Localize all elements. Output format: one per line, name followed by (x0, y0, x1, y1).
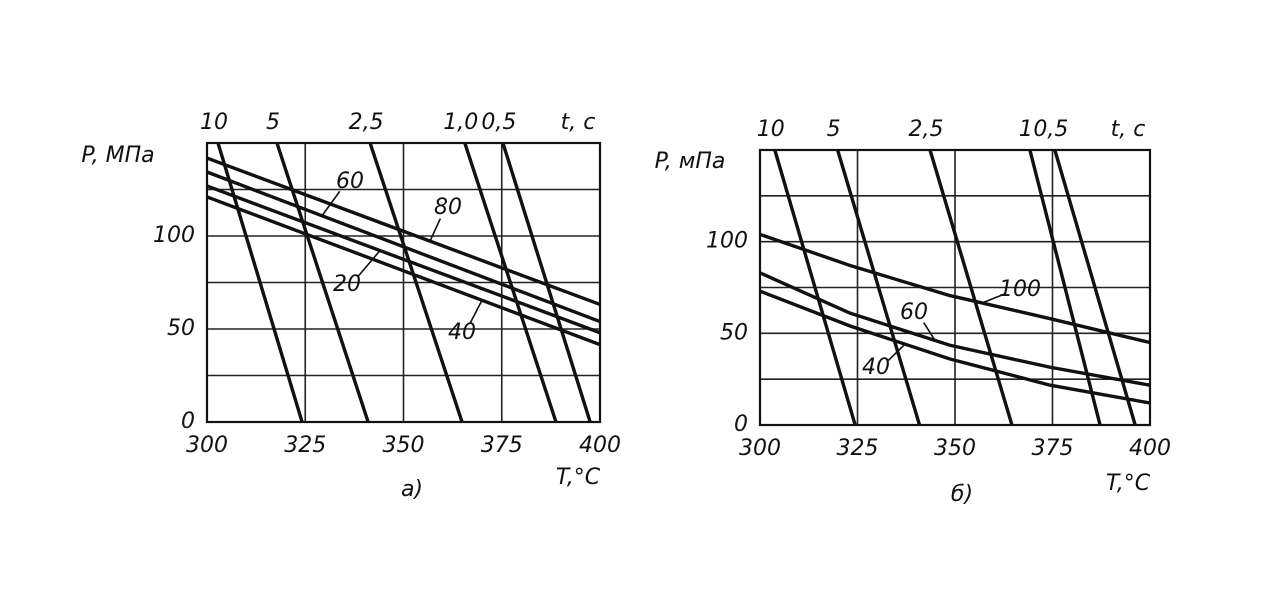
y-tick-label: 0 (734, 412, 748, 437)
plot-frame (758, 148, 1152, 427)
time-line (368, 142, 464, 423)
pressure-line (206, 195, 601, 347)
x-axis-label: T,°C (556, 465, 601, 490)
curve-label: 40 (448, 320, 476, 345)
curve-label: 60 (900, 300, 928, 325)
subtitle: б) (951, 482, 973, 507)
time-line-label: 5 (827, 117, 841, 142)
y-axis-label: P, мПа (655, 149, 726, 174)
y-tick-label: 100 (153, 223, 195, 248)
time-line (501, 142, 592, 423)
x-tick-label: 350 (383, 433, 425, 458)
pressure-line (206, 184, 601, 335)
pressure-line (759, 271, 1151, 387)
pressure-line (759, 232, 1151, 345)
x-tick-label: 350 (934, 436, 976, 461)
x-tick-label: 400 (579, 433, 621, 458)
label-leader (981, 293, 1006, 304)
label-leader (923, 322, 936, 341)
x-tick-label: 325 (284, 433, 326, 458)
y-tick-label: 0 (181, 409, 195, 434)
label-leader (321, 190, 341, 217)
curve-label: 20 (333, 272, 361, 297)
time-line (463, 142, 558, 423)
time-line (1028, 149, 1102, 426)
time-line (216, 142, 304, 423)
x-tick-label: 375 (1032, 436, 1074, 461)
curve-label: 100 (999, 277, 1041, 302)
x-tick-label: 375 (481, 433, 523, 458)
x-tick-label: 400 (1129, 436, 1171, 461)
curve-label: 80 (434, 195, 462, 220)
pressure-line (759, 289, 1151, 405)
time-line (928, 149, 1014, 426)
time-line-label: 10 (200, 110, 228, 135)
y-tick-label: 50 (167, 316, 195, 341)
x-axis-label: T,°C (1106, 471, 1151, 496)
pressure-line (206, 156, 601, 307)
time-line-label: 2,5 (909, 117, 944, 142)
time-line-label: 1,0 (443, 110, 478, 135)
time-line (773, 149, 857, 426)
time-line-label: 2,5 (349, 110, 384, 135)
subtitle: а) (401, 477, 423, 502)
time-line-label: 0,5 (1033, 117, 1068, 142)
y-axis-label: P, МПа (81, 143, 154, 168)
pressure-line (206, 170, 601, 324)
label-leader (357, 250, 381, 277)
x-tick-label: 325 (837, 436, 879, 461)
time-axis-label: t, c (1111, 117, 1146, 142)
time-line-label: 10 (757, 117, 785, 142)
x-tick-label: 300 (739, 436, 781, 461)
time-line-label: 5 (266, 110, 280, 135)
x-tick-label: 300 (186, 433, 228, 458)
time-axis-label: t, c (561, 110, 596, 135)
time-line (835, 149, 922, 426)
y-tick-label: 100 (706, 229, 748, 254)
plot-frame (205, 141, 602, 424)
time-line-label: 0,5 (481, 110, 516, 135)
label-leader (469, 299, 483, 324)
y-tick-label: 50 (720, 320, 748, 345)
time-line-label: 1 (1019, 117, 1033, 142)
curve-label: 40 (862, 355, 890, 380)
label-leader (429, 218, 442, 242)
curve-label: 60 (336, 169, 364, 194)
label-leader (887, 343, 906, 361)
